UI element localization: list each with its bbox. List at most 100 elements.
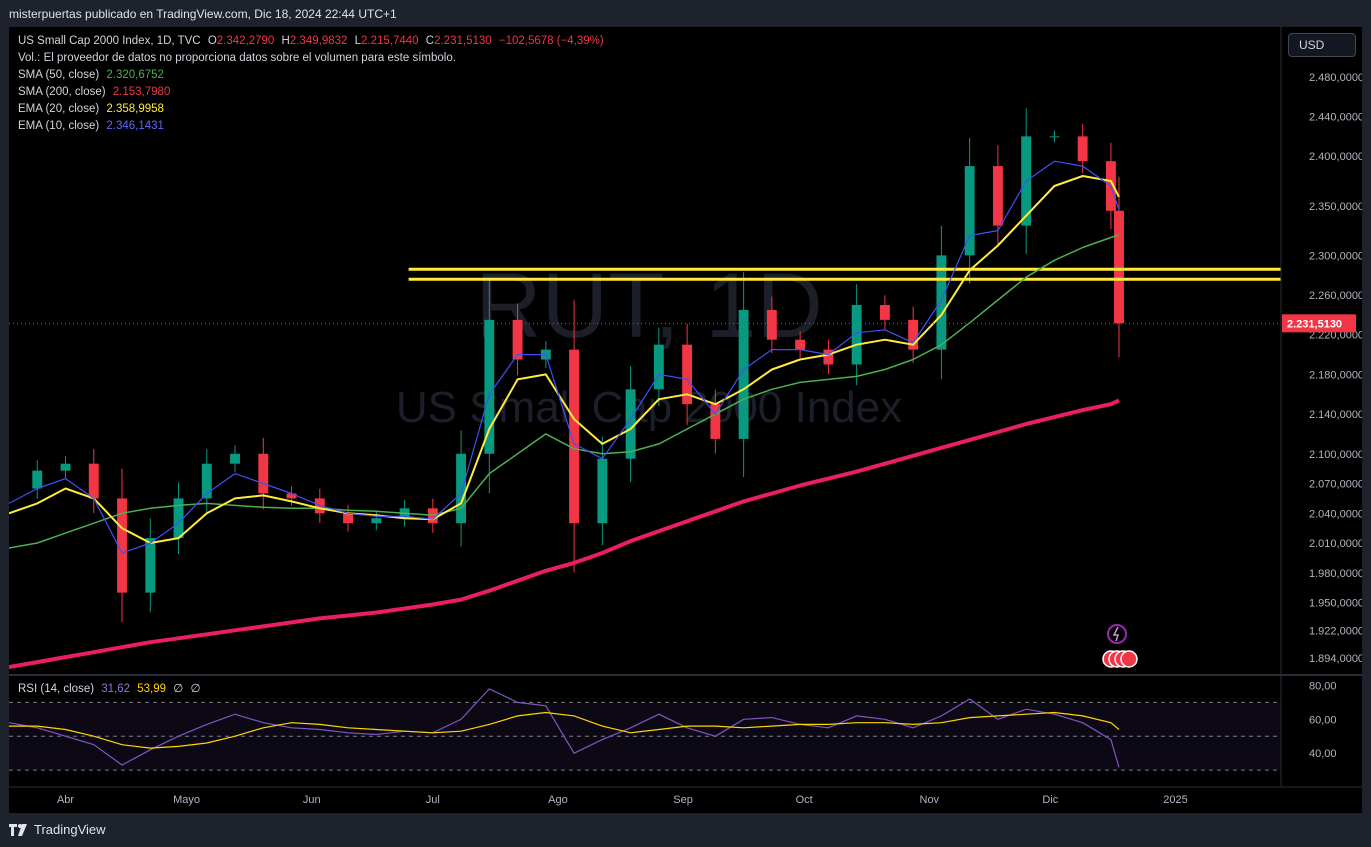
lightning-glyph	[1112, 626, 1120, 642]
y-tick-label: 2.400,0000	[1309, 151, 1362, 163]
legend-volume-note: Vol.: El proveedor de datos no proporcio…	[18, 52, 456, 64]
ema20-label: EMA (20, close)	[18, 103, 100, 115]
sma200-label: SMA (200, close)	[18, 86, 106, 98]
candle-body	[936, 255, 947, 350]
tradingview-logo[interactable]: TradingView	[9, 822, 106, 837]
y-tick-label: 2.040,0000	[1309, 508, 1362, 520]
y-tick-label: 2.010,0000	[1309, 538, 1362, 550]
rsi-tick-label: 40,00	[1309, 748, 1337, 760]
x-tick-label: Nov	[920, 794, 940, 806]
candle-body	[766, 309, 777, 340]
rsi-label: RSI (14, close)	[18, 683, 95, 695]
currency-button[interactable]: USD	[1288, 33, 1356, 57]
candle-body	[286, 493, 297, 499]
candle-body	[795, 339, 806, 350]
candle-body	[851, 304, 862, 365]
x-tick-label: Oct	[796, 794, 813, 806]
x-tick-label: Sep	[673, 794, 693, 806]
us-flag-event-icon	[1120, 650, 1138, 668]
y-tick-label: 2.480,0000	[1309, 72, 1362, 84]
legend-sma50[interactable]: SMA (50, close) 2.320,6752	[18, 69, 164, 81]
sma50-value: 2.320,6752	[106, 69, 164, 81]
candle-body	[879, 304, 890, 320]
candle-body	[992, 166, 1003, 226]
legend-high-label: H	[281, 35, 290, 47]
y-tick-label: 1.922,0000	[1309, 625, 1362, 637]
candle-body	[456, 453, 467, 524]
publisher-text: misterpuertas publicado en TradingView.c…	[9, 7, 397, 21]
legend-open: 2.342,2790	[216, 35, 275, 47]
candle-body	[964, 166, 975, 256]
candle-body	[484, 319, 495, 454]
legend-close: 2.231,5130	[434, 35, 492, 47]
candle-body	[117, 498, 127, 593]
y-tick-label: 1.950,0000	[1309, 598, 1362, 610]
y-tick-label: 1.894,0000	[1309, 653, 1362, 665]
candle-body	[908, 319, 919, 350]
y-tick-label: 1.980,0000	[1309, 568, 1362, 580]
watermark: RUT, 1D US Small Cap 2000 Index	[396, 255, 902, 432]
x-tick-label: 2025	[1163, 794, 1187, 806]
y-tick-label: 2.140,0000	[1309, 409, 1362, 421]
price-axis-bg	[1281, 27, 1362, 813]
y-tick-label: 2.260,0000	[1309, 290, 1362, 302]
rsi-tick-label: 80,00	[1309, 680, 1337, 692]
footer-bar: TradingView	[0, 813, 1371, 847]
watermark-name: US Small Cap 2000 Index	[396, 383, 902, 432]
axes: 2.480,0000 2.440,0000 2.400,0000 2.350,0000…	[9, 27, 1362, 813]
x-tick-label: Jul	[426, 794, 440, 806]
candle-body	[738, 309, 749, 439]
rsi-value: 31,62	[101, 683, 131, 695]
y-tick-label: 2.180,0000	[1309, 369, 1362, 381]
ema20-value: 2.358,9958	[106, 103, 164, 115]
candle-body	[32, 470, 43, 489]
watermark-symbol: RUT, 1D	[475, 255, 823, 357]
y-tick-label: 2.300,0000	[1309, 250, 1362, 262]
legend-title: US Small Cap 2000 Index, 1D, TVC	[18, 35, 201, 47]
y-tick-label: 2.070,0000	[1309, 479, 1362, 491]
candle-body	[343, 513, 353, 524]
candle-body	[258, 453, 269, 494]
candle-body	[1077, 136, 1088, 162]
candle-body	[625, 389, 636, 459]
last-price-badge	[1282, 314, 1356, 333]
publisher-bar: misterpuertas publicado en TradingView.c…	[0, 0, 1371, 26]
legend-ema10[interactable]: EMA (10, close) 2.346,1431	[18, 120, 164, 132]
candle-body	[88, 463, 99, 499]
candle-body	[60, 463, 71, 471]
rsi-legend[interactable]: RSI (14, close) 31,62 53,99 ∅ ∅	[18, 681, 201, 695]
rsi-extra-2: ∅	[190, 683, 201, 695]
candle-body	[1114, 210, 1124, 324]
ema10-value: 2.346,1431	[106, 120, 164, 132]
legend-high: 2.349,9832	[289, 35, 348, 47]
candle-body	[823, 349, 834, 365]
legend-title-row: US Small Cap 2000 Index, 1D, TVC O2.342,…	[18, 35, 604, 47]
candle-body	[1049, 136, 1060, 138]
tradingview-icon	[9, 823, 27, 836]
rsi-pane[interactable]	[9, 688, 1281, 771]
legend-change: −102,5678 (−4,39%)	[498, 35, 604, 47]
y-tick-label: 2.350,0000	[1309, 201, 1362, 213]
chart-panel[interactable]: RUT, 1D US Small Cap 2000 Index 2.480,00…	[9, 27, 1362, 813]
legend-sma200[interactable]: SMA (200, close) 2.153,7980	[18, 86, 170, 98]
rsi-tick-label: 60,00	[1309, 714, 1337, 726]
y-tick-label: 2.440,0000	[1309, 112, 1362, 124]
main-pane[interactable]	[9, 108, 1281, 669]
legend-low: 2.215,7440	[361, 35, 419, 47]
rsi-line	[9, 688, 1120, 768]
candle-body	[597, 458, 608, 524]
sma50-label: SMA (50, close)	[18, 69, 100, 81]
chart-svg[interactable]: RUT, 1D US Small Cap 2000 Index 2.480,00…	[9, 27, 1362, 813]
legend-low-label: L	[354, 35, 362, 47]
candle-body	[145, 538, 156, 593]
ema10-line	[9, 160, 1120, 554]
candle-body	[173, 498, 184, 539]
y-tick-label: 2.220,0000	[1309, 330, 1362, 342]
candle-body	[682, 344, 693, 405]
rsi-ma-value: 53,99	[137, 683, 167, 695]
rsi-ma-line	[9, 711, 1120, 749]
ema10-label: EMA (10, close)	[18, 120, 100, 132]
sma200-value: 2.153,7980	[112, 86, 171, 98]
legend-open-label: O	[207, 35, 217, 47]
legend-ema20[interactable]: EMA (20, close) 2.358,9958	[18, 103, 164, 115]
